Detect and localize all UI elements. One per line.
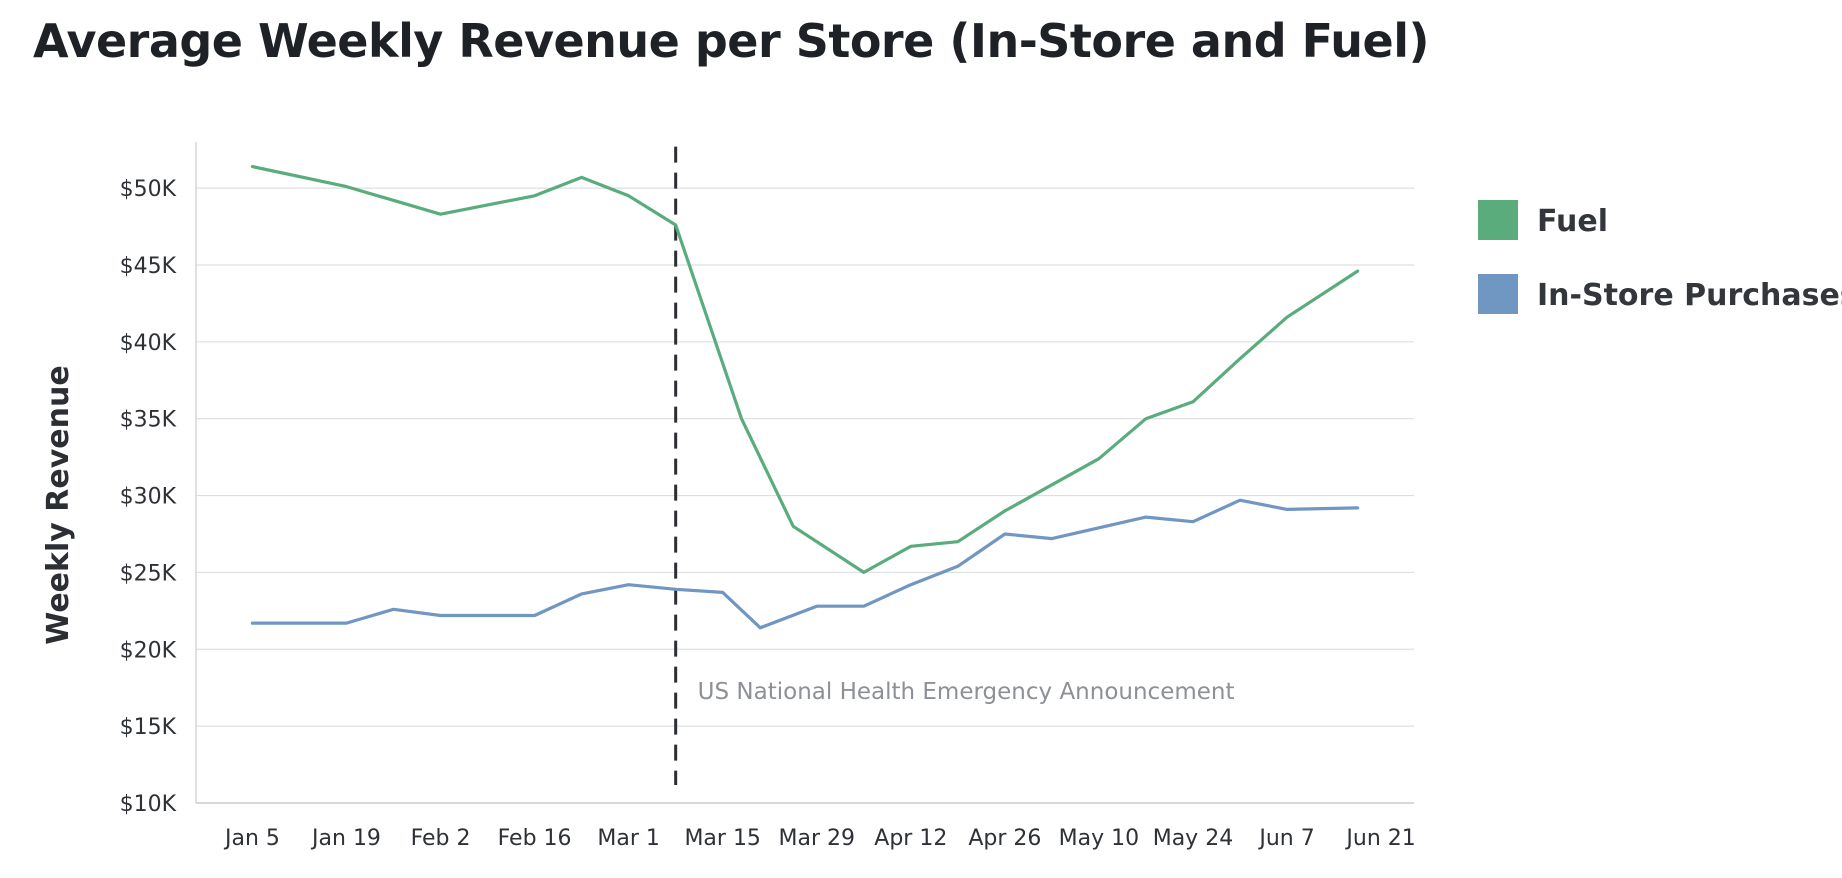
x-tick-label: Jun 21 [1344, 826, 1415, 851]
x-tick-label: Apr 26 [968, 826, 1041, 851]
x-tick-label: Feb 2 [411, 826, 471, 851]
y-axis-label: Weekly Revenue [41, 365, 76, 644]
series-line-fuel [250, 165, 1360, 575]
axis-layer [195, 142, 1414, 804]
series-line-in-store-purchases [250, 498, 1360, 630]
x-tick-label: Apr 12 [874, 826, 947, 851]
y-tick-label: $20K [120, 638, 177, 663]
y-tick-label: $45K [120, 254, 177, 279]
y-tick-label: $35K [120, 408, 177, 433]
x-tick-label: Jan 19 [310, 826, 381, 851]
x-tick-label: Mar 29 [779, 826, 856, 851]
legend: Fuel In-Store Purchases [1478, 200, 1842, 314]
chart-title: Average Weekly Revenue per Store (In-Sto… [33, 14, 1430, 68]
y-tick-label: $40K [120, 331, 177, 356]
tick-layer: $10K $15K $20K $25K $30K $35K $40K $45K $50K Jan … [120, 177, 1416, 851]
x-tick-label: Jan 5 [223, 826, 280, 851]
x-tick-label: Mar 15 [684, 826, 761, 851]
legend-swatch-fuel [1478, 200, 1518, 240]
x-tick-label: Feb 16 [498, 826, 572, 851]
annotation-layer: US National Health Emergency Announcemen… [674, 146, 1235, 785]
legend-label-in-store-purchases: In-Store Purchases [1537, 278, 1842, 313]
y-tick-label: $25K [120, 561, 177, 586]
series-layer [250, 165, 1360, 630]
x-tick-label: Jun 7 [1257, 826, 1314, 851]
grid-layer [196, 187, 1414, 727]
x-tick-label: Mar 1 [597, 826, 660, 851]
legend-label-fuel: Fuel [1537, 204, 1608, 239]
y-tick-label: $50K [120, 177, 177, 202]
y-tick-label: $15K [120, 715, 177, 740]
y-tick-label: $30K [120, 485, 177, 510]
legend-swatch-in-store-purchases [1478, 274, 1518, 314]
x-tick-label: May 10 [1059, 826, 1139, 851]
y-tick-label: $10K [120, 792, 177, 817]
x-tick-label: May 24 [1153, 826, 1233, 851]
annotation-label: US National Health Emergency Announcemen… [698, 679, 1235, 705]
